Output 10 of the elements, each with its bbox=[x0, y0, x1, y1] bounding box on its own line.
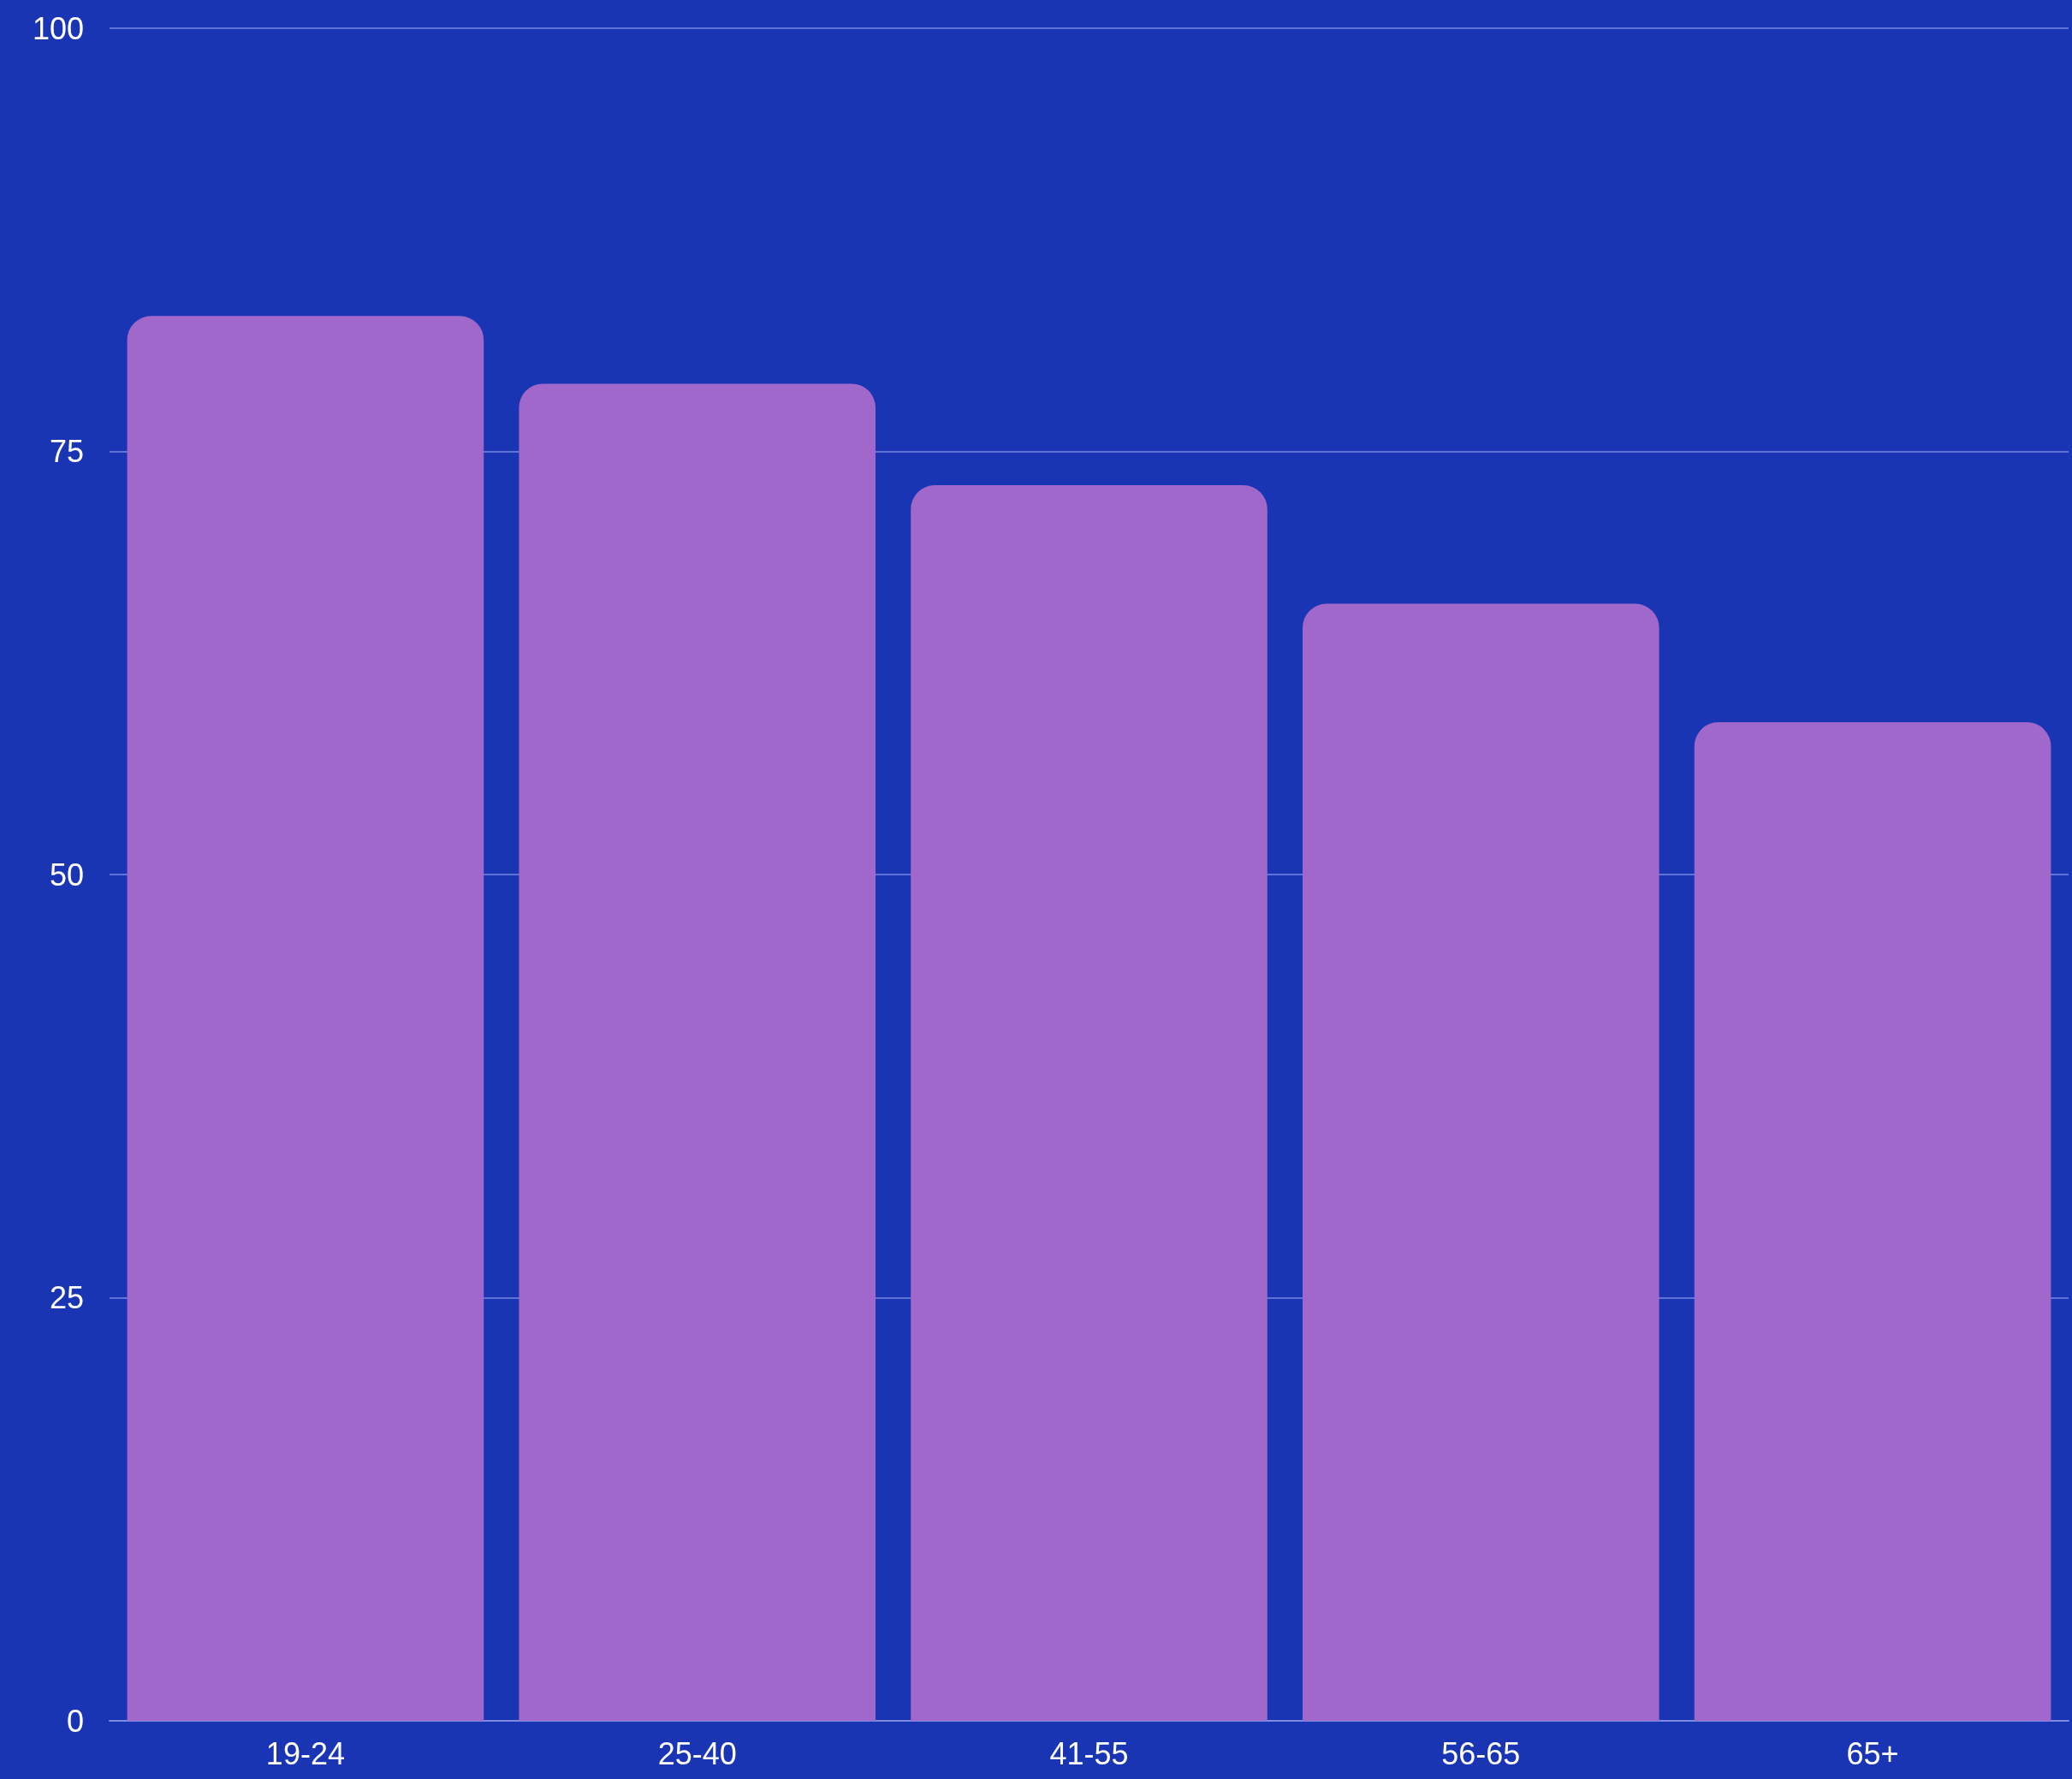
y-tick-label: 50 bbox=[49, 857, 84, 892]
x-tick-label: 65+ bbox=[1846, 1735, 1899, 1771]
y-tick-label: 75 bbox=[49, 434, 84, 469]
y-tick-label: 25 bbox=[49, 1280, 84, 1315]
y-tick-label: 0 bbox=[66, 1703, 84, 1739]
y-tick-label: 100 bbox=[32, 10, 84, 46]
x-tick-label: 56-65 bbox=[1441, 1735, 1521, 1771]
x-tick-label: 41-55 bbox=[1049, 1735, 1129, 1771]
x-tick-label: 25-40 bbox=[657, 1735, 737, 1771]
x-tick-label: 19-24 bbox=[265, 1735, 345, 1771]
